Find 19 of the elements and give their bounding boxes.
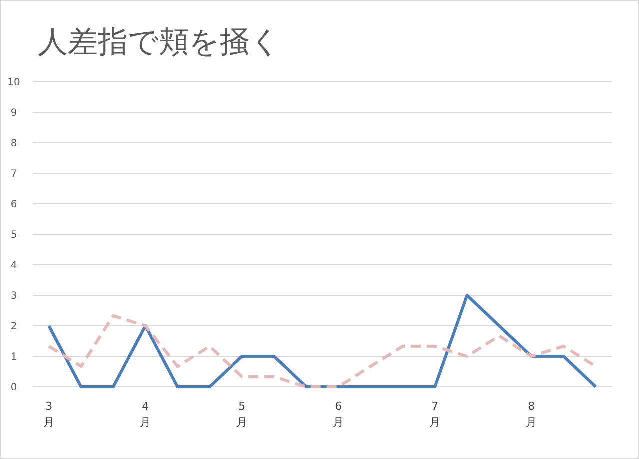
x-tick-label: 8月 (526, 400, 538, 429)
y-tick-label: 7 (10, 169, 18, 180)
x-tick-label: 7月 (430, 400, 441, 429)
y-tick-label: 5 (10, 230, 18, 241)
y-tick-label: 4 (10, 260, 18, 272)
x-tick-label: 4月 (140, 400, 152, 429)
y-tick-label: 1 (10, 352, 18, 363)
line-series (48, 294, 598, 388)
x-tick-label: 6月 (333, 400, 344, 429)
y-tick-label: 0 (10, 382, 18, 394)
y-tick-label: 9 (10, 108, 18, 119)
y-tick-label: 3 (10, 291, 18, 302)
y-tick-label: 6 (10, 200, 18, 210)
y-tick-label: 10 (8, 78, 20, 88)
x-tick-label: 5月 (236, 400, 248, 429)
x-tick-label: 3月 (44, 400, 55, 429)
y-tick-label: 8 (10, 138, 18, 150)
chart-title: 人差指で頬を掻く (38, 25, 281, 60)
y-tick-label: 2 (10, 322, 18, 332)
